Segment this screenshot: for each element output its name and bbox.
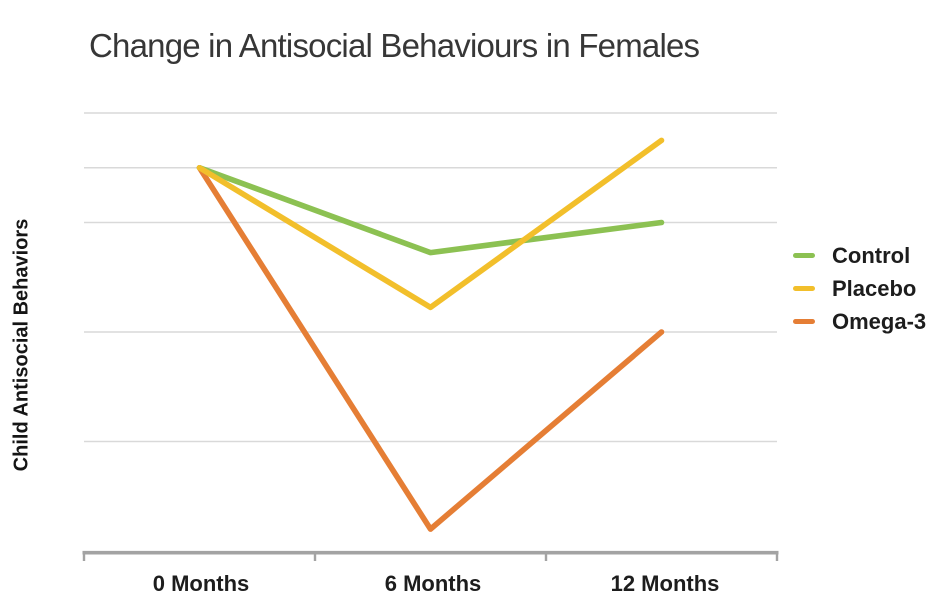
legend-swatch-omega-3-icon	[793, 319, 815, 324]
legend-label-placebo: Placebo	[832, 275, 917, 301]
legend: Control Placebo Omega-3	[793, 239, 926, 338]
series-line-control	[196, 164, 665, 256]
legend-item-omega-3: Omega-3	[793, 305, 926, 338]
legend-item-control: Control	[793, 239, 926, 272]
series-line-placebo	[196, 137, 665, 311]
x-tick-label-0-months: 0 Months	[152, 571, 250, 596]
legend-label-control: Control	[832, 242, 911, 268]
chart-title: Change in Antisocial Behaviours in Femal…	[89, 27, 700, 64]
x-tick-label-6-months: 6 Months	[384, 571, 482, 596]
series-line-omega-3	[196, 164, 665, 532]
legend-swatch-control-icon	[793, 253, 815, 258]
legend-swatch-placebo-icon	[793, 286, 815, 291]
legend-label-omega-3: Omega-3	[832, 308, 927, 334]
x-tick-label-12-months: 12 Months	[610, 571, 720, 596]
legend-item-placebo: Placebo	[793, 272, 926, 305]
